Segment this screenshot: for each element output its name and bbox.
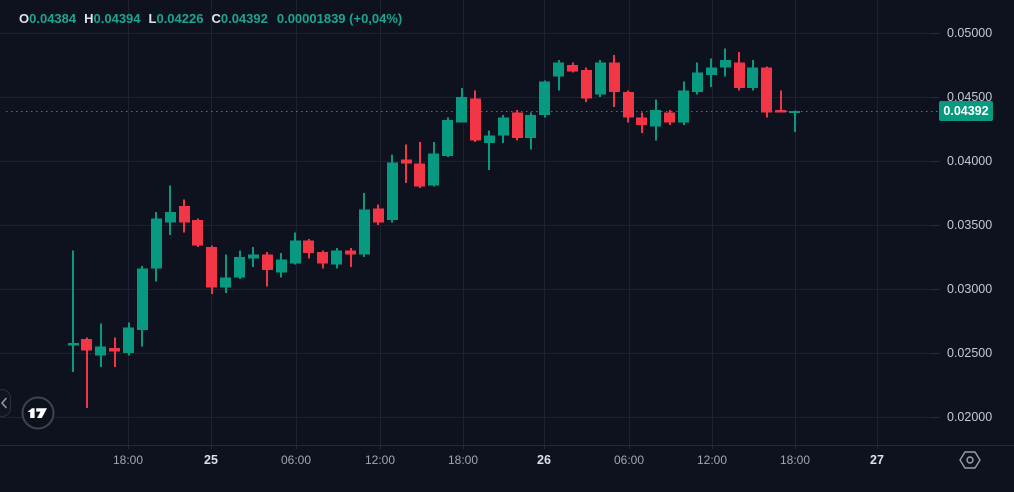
- time-axis-label: 27: [870, 453, 884, 467]
- time-axis-label: 12:00: [696, 453, 728, 467]
- legend-high-label: H: [84, 10, 94, 26]
- time-axis-label: 06:00: [613, 453, 645, 467]
- candle: [359, 193, 370, 257]
- candle: [414, 141, 425, 188]
- candle: [303, 239, 314, 259]
- price-axis-label: 0.03000: [947, 282, 993, 296]
- candle: [553, 59, 564, 91]
- gear-icon: [959, 451, 981, 469]
- candle: [123, 322, 134, 356]
- candle: [789, 110, 800, 133]
- candle: [484, 130, 495, 170]
- legend-high-value: 0.04394: [93, 10, 141, 26]
- candle: [609, 54, 620, 108]
- candle: [623, 90, 634, 123]
- candle: [373, 204, 384, 225]
- legend-low-value: 0.04226: [156, 10, 204, 26]
- time-axis-label: 25: [204, 453, 218, 467]
- candle: [220, 254, 231, 293]
- candle: [317, 250, 328, 269]
- candle: [345, 248, 356, 268]
- time-axis-label: 06:00: [280, 453, 312, 467]
- price-axis-label: 0.04500: [947, 90, 993, 104]
- candle: [192, 218, 203, 247]
- price-axis-label: 0.02000: [947, 410, 993, 424]
- collapse-panel-button[interactable]: [0, 389, 11, 417]
- candle: [442, 117, 453, 158]
- axis-settings-button[interactable]: [956, 446, 984, 474]
- candle: [581, 67, 592, 103]
- candle: [775, 90, 786, 113]
- candle: [512, 109, 523, 141]
- candle: [109, 337, 120, 368]
- candle: [137, 265, 148, 347]
- price-axis[interactable]: 0.05000 0.04500 0.04000 0.03500 0.03000 0.025…: [939, 0, 1014, 445]
- candle: [331, 248, 342, 269]
- candle: [664, 109, 675, 126]
- candle: [706, 58, 717, 87]
- candle: [470, 90, 481, 142]
- legend-change-value: 0.00001839 (+0,04%): [276, 10, 403, 26]
- tradingview-logo-button[interactable]: [20, 395, 56, 431]
- candle: [262, 251, 273, 287]
- price-axis-label: 0.05000: [947, 26, 993, 40]
- candle: [678, 81, 689, 126]
- candle: [650, 99, 661, 141]
- tradingview-logo-icon: [21, 396, 55, 430]
- time-axis-label: 18:00: [779, 453, 811, 467]
- time-axis-label: 18:00: [447, 453, 479, 467]
- time-axis[interactable]: 18:00 25 06:00 12:00 18:00 26 06:00 12:00 18:00 2…: [0, 445, 1014, 492]
- candle: [179, 199, 190, 233]
- candle: [401, 144, 412, 183]
- chevron-left-icon: [1, 397, 7, 409]
- last-price-badge: 0.04392: [939, 101, 993, 121]
- candle: [539, 80, 550, 118]
- legend-close-label: C: [211, 10, 221, 26]
- price-axis-label: 0.02500: [947, 346, 993, 360]
- candle: [151, 212, 162, 282]
- time-axis-label: 26: [537, 453, 551, 467]
- legend-close-value: 0.04392: [220, 10, 268, 26]
- legend-open-value: 0.04384: [29, 10, 77, 26]
- legend-low-label: L: [148, 10, 157, 26]
- candle: [290, 232, 301, 265]
- candle: [734, 52, 745, 91]
- candle: [234, 250, 245, 279]
- candle: [68, 250, 79, 373]
- candle: [720, 48, 731, 77]
- price-axis-label: 0.04000: [947, 154, 993, 168]
- candle: [761, 66, 772, 118]
- legend-open-label: O: [19, 10, 30, 26]
- candle: [206, 245, 217, 295]
- time-axis-label: 18:00: [112, 453, 144, 467]
- candle: [498, 114, 509, 144]
- candle: [456, 88, 467, 123]
- candle: [81, 337, 92, 409]
- time-axis-label: 12:00: [364, 453, 396, 467]
- ohlc-legend: O 0.04384 H 0.04394 L 0.04226 C 0.04392 …: [19, 9, 402, 27]
- candle: [747, 59, 758, 91]
- candle: [567, 62, 578, 73]
- candle: [636, 112, 647, 133]
- candle: [165, 185, 176, 236]
- price-axis-label: 0.03500: [947, 218, 993, 232]
- candle: [692, 62, 703, 95]
- candle: [95, 323, 106, 368]
- candle: [276, 253, 287, 278]
- candle: [248, 246, 259, 268]
- candle: [428, 141, 439, 187]
- candle: [525, 112, 536, 150]
- candle: [595, 59, 606, 97]
- candle: [387, 154, 398, 223]
